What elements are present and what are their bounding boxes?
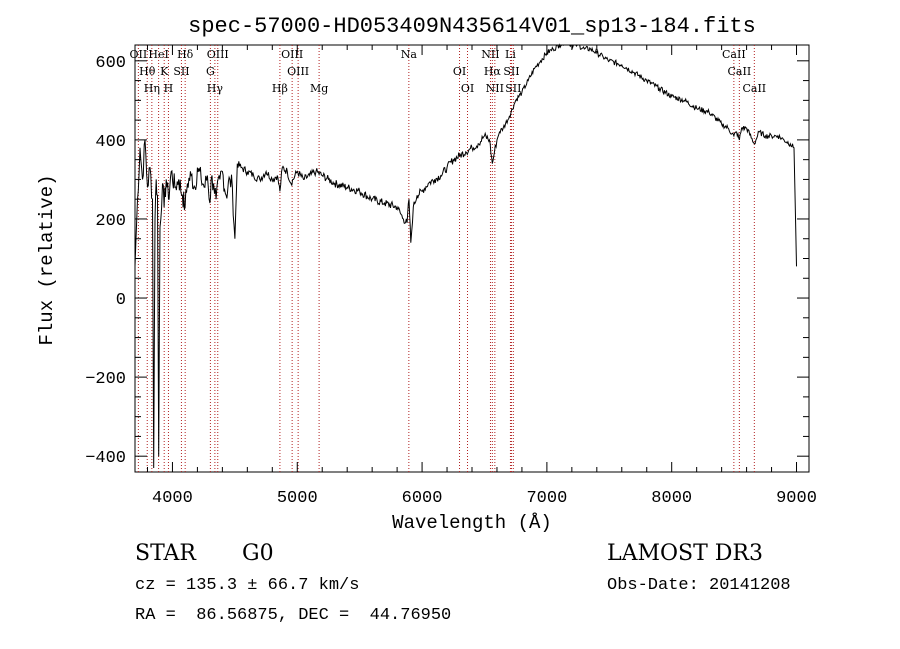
line-label-22: SII: [503, 65, 519, 78]
line-label-26: CaII: [742, 82, 766, 95]
x-tick-label-9000: 9000: [776, 489, 817, 508]
survey-name: LAMOST DR3: [607, 541, 763, 566]
line-label-19: Hα: [484, 65, 502, 78]
line-label-8: Hγ: [207, 82, 224, 95]
y-tick-label-600: 600: [95, 54, 126, 73]
line-label-2: Hη: [144, 82, 160, 95]
line-label-1: Hθ: [139, 65, 156, 78]
x-tick-label-6000: 6000: [402, 489, 443, 508]
object-class: STAR: [135, 541, 197, 566]
line-label-16: OI: [453, 65, 466, 78]
line-label-11: Hβ: [272, 82, 288, 95]
y-tick-label--400: −400: [85, 449, 126, 468]
ra-dec-coordinates: RA = 86.56875, DEC = 44.76950: [135, 606, 451, 625]
line-label-10: G: [206, 65, 215, 78]
line-label-15: Na: [401, 48, 418, 61]
line-label-0: OII: [130, 48, 148, 61]
y-axis-label: Flux (relative): [36, 174, 58, 345]
line-label-4: K: [160, 65, 169, 78]
object-subclass: G0: [242, 541, 274, 566]
y-axis-ticks: −400 −200 0 200 400 600: [85, 54, 809, 468]
line-label-25: CaII: [728, 65, 752, 78]
x-tick-label-4000: 4000: [152, 489, 193, 508]
y-tick-label--200: −200: [85, 370, 126, 389]
line-label-14: Mg: [310, 82, 328, 95]
line-label-20: NII: [486, 82, 504, 95]
line-label-21: Li: [505, 48, 516, 61]
line-label-18: NII: [481, 48, 499, 61]
x-tick-label-5000: 5000: [277, 489, 318, 508]
plot-frame: [134, 44, 810, 473]
line-label-13: OIII: [287, 65, 309, 78]
line-labels: OIIHθHηHeIKHHδSIIHγOIIIGHβOIIIOIIIMgNaOI…: [130, 48, 767, 95]
y-tick-label-0: 0: [116, 291, 126, 310]
y-tick-label-200: 200: [95, 212, 126, 231]
x-tick-label-8000: 8000: [651, 489, 692, 508]
chart-title: spec-57000-HD053409N435614V01_sp13-184.f…: [188, 14, 756, 39]
observation-date: Obs-Date: 20141208: [607, 576, 791, 595]
line-label-6: Hδ: [177, 48, 194, 61]
x-axis-ticks: 4000 5000 6000 7000 8000 9000: [146, 45, 817, 508]
line-label-12: OIII: [281, 48, 303, 61]
line-label-5: H: [164, 82, 174, 95]
line-label-24: CaII: [722, 48, 746, 61]
line-label-3: HeI: [148, 48, 168, 61]
spectrum-series-line: [134, 43, 797, 469]
line-label-9: OIII: [207, 48, 229, 61]
y-tick-label-400: 400: [95, 133, 126, 152]
x-tick-label-7000: 7000: [526, 489, 567, 508]
line-label-7: SII: [173, 65, 189, 78]
line-markers: [137, 45, 755, 472]
line-label-23: SII: [505, 82, 521, 95]
line-label-17: OI: [461, 82, 474, 95]
x-axis-label: Wavelength (Å): [392, 512, 552, 534]
redshift-cz: cz = 135.3 ± 66.7 km/s: [135, 576, 359, 595]
